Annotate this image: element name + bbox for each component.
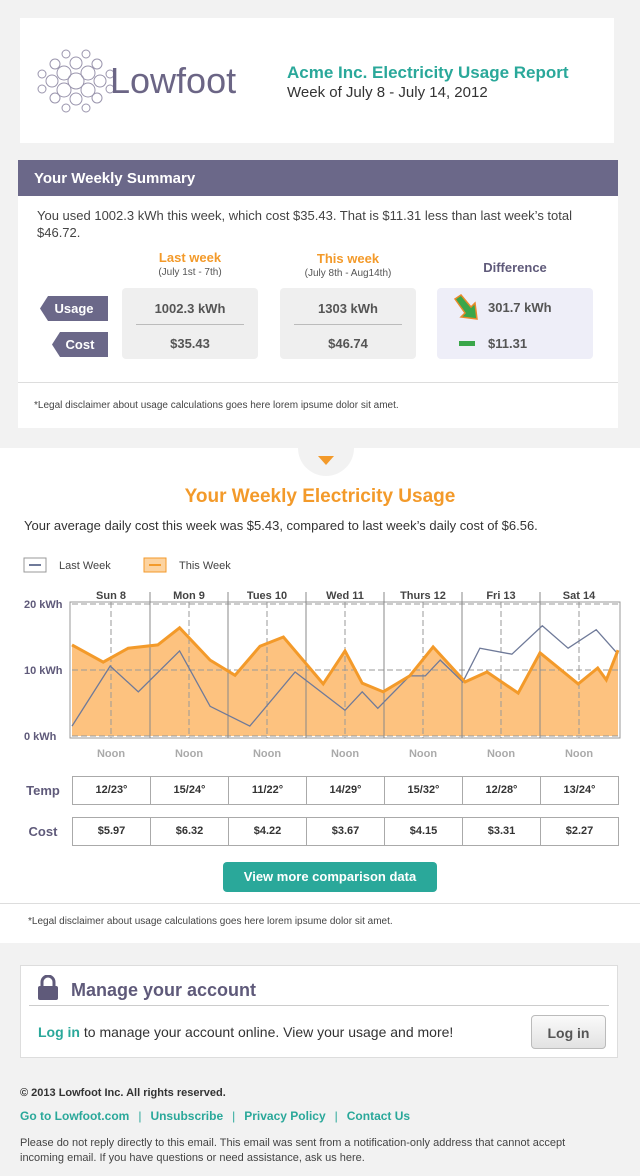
series-area: [72, 627, 618, 736]
footer-note: Please do not reply directly to this ema…: [20, 1137, 566, 1164]
usage-value: 1002.3 kWh: [154, 301, 226, 316]
comparison-button[interactable]: View more comparison data: [223, 862, 437, 892]
section-notch: [298, 448, 354, 476]
table-cell: 15/32°: [384, 776, 463, 805]
account-text: Log in to manage your account online. Vi…: [38, 1024, 453, 1040]
login-link[interactable]: Log in: [38, 1024, 80, 1040]
report-title: Acme Inc. Electricity Usage Report: [287, 63, 569, 82]
table-cell: $4.15: [384, 817, 463, 846]
table-cell: 14/29°: [306, 776, 385, 805]
header: Lowfoot Acme Inc. Electricity Usage Repo…: [20, 18, 614, 143]
disclaimer: *Legal disclaimer about usage calculatio…: [28, 916, 393, 927]
column-range: (July 8th - Aug14th): [304, 268, 392, 279]
row-tab: Cost: [52, 332, 108, 357]
lock-icon: [38, 975, 58, 1000]
series-line: [71, 625, 620, 696]
table-cell: 12/28°: [462, 776, 541, 805]
table-cell: $3.31: [462, 817, 541, 846]
series-line: [71, 624, 619, 727]
minus-icon: [459, 341, 475, 346]
brand: Lowfoot: [110, 60, 237, 101]
y-tick-label: 10 kWh: [24, 665, 63, 677]
report-subtitle: Week of July 8 - July 14, 2012: [287, 84, 488, 101]
noon-label: Noon: [253, 748, 281, 760]
noon-label: Noon: [565, 748, 593, 760]
table-cell: 11/22°: [228, 776, 307, 805]
account-description: to manage your account online. View your…: [80, 1024, 454, 1040]
day-label: Mon 9: [173, 590, 205, 602]
logo-icon: [37, 49, 115, 113]
day-label: Fri 13: [486, 590, 515, 602]
usage-text: Your average daily cost this week was $5…: [24, 518, 538, 533]
footer-link[interactable]: Privacy Policy: [244, 1109, 326, 1123]
disclaimer: *Legal disclaimer about usage calculatio…: [34, 400, 399, 411]
noon-label: Noon: [97, 748, 125, 760]
cost-difference: $11.31: [488, 336, 528, 351]
table-cell: $4.22: [228, 817, 307, 846]
noon-label: Noon: [409, 748, 437, 760]
summary-heading: Your Weekly Summary: [18, 160, 618, 196]
column-title: Last week: [158, 250, 222, 265]
usage-heading: Your Weekly Electricity Usage: [184, 486, 456, 507]
row-label: Cost: [28, 824, 58, 839]
account-heading: Manage your account: [71, 980, 257, 1000]
copyright: © 2013 Lowfoot Inc. All rights reserved.: [20, 1087, 226, 1099]
y-tick-label: 0 kWh: [24, 731, 57, 743]
login-button[interactable]: Log in: [531, 1015, 606, 1049]
day-label: Sun 8: [96, 590, 126, 602]
table-cell: $5.97: [72, 817, 151, 846]
day-label: Thurs 12: [400, 590, 446, 602]
table-cell: $2.27: [540, 817, 619, 846]
summary-text: You used 1002.3 kWh this week, which cos…: [37, 208, 573, 240]
legend-label: Last Week: [59, 560, 111, 572]
row-tab: Usage: [40, 296, 108, 321]
day-label: Sat 14: [563, 590, 596, 602]
footer-link[interactable]: Go to Lowfoot.com: [20, 1109, 130, 1123]
table-cell: $3.67: [306, 817, 385, 846]
legend-label: This Week: [179, 560, 231, 572]
account-panel: Manage your account Log in to manage you…: [20, 965, 618, 1058]
column-title: Difference: [483, 260, 547, 275]
noon-label: Noon: [331, 748, 359, 760]
value-box: 1303 kWh $46.74: [280, 288, 416, 359]
usage-chart: Last Week This Week 0 kWh 10 kWh 20 kWh Sun 8…: [23, 557, 621, 760]
usage-value: 1303 kWh: [318, 301, 378, 316]
table-cell: 12/23°: [72, 776, 151, 805]
cost-value: $35.43: [170, 336, 210, 351]
table-cell: $6.32: [150, 817, 229, 846]
day-label: Tues 10: [247, 590, 287, 602]
summary-panel: Your Weekly Summary You used 1002.3 kWh …: [18, 160, 618, 428]
row-label: Temp: [26, 783, 60, 798]
noon-label: Noon: [175, 748, 203, 760]
footer-links: Go to Lowfoot.com | Unsubscribe | Privacy Po…: [20, 1109, 411, 1123]
column-title: This week: [316, 251, 380, 266]
down-arrow-icon: [453, 294, 478, 320]
value-box: 1002.3 kWh $35.43: [122, 288, 258, 359]
cost-value: $46.74: [328, 336, 368, 351]
usage-difference: 301.7 kWh: [488, 300, 552, 315]
footer-link[interactable]: Unsubscribe: [150, 1109, 224, 1123]
footer-link[interactable]: Contact Us: [346, 1109, 411, 1123]
table-cell: 13/24°: [540, 776, 619, 805]
y-tick-label: 20 kWh: [24, 599, 63, 611]
difference-box: 301.7 kWh $11.31: [437, 288, 593, 359]
noon-label: Noon: [487, 748, 515, 760]
column-range: (July 1st - 7th): [158, 267, 222, 278]
table-cell: 15/24°: [150, 776, 229, 805]
day-label: Wed 11: [326, 590, 364, 602]
